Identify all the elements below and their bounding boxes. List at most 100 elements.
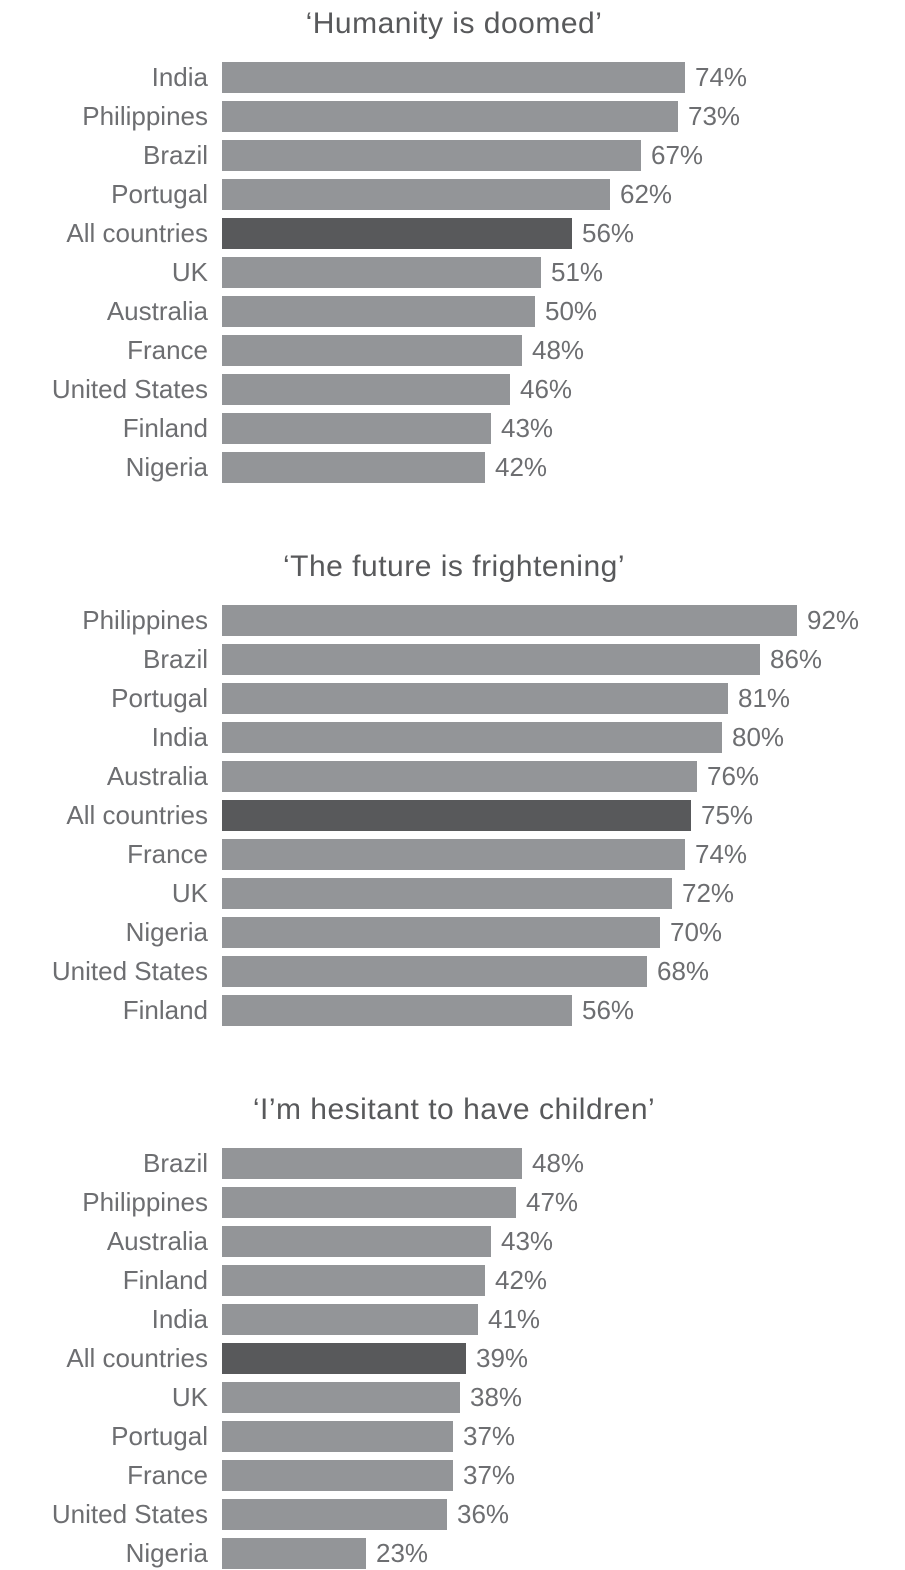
chart-future-is-frightening: ‘The future is frightening’ Philippines 9…	[0, 547, 905, 1026]
value-label: 76%	[707, 761, 760, 791]
bar-row: All countries 39%	[0, 1343, 905, 1374]
bar-row: United States 36%	[0, 1499, 905, 1530]
category-label: Finland	[122, 1265, 208, 1295]
category-label: United States	[51, 1499, 208, 1529]
value-label: 37%	[463, 1460, 516, 1490]
value-label: 48%	[532, 335, 585, 365]
bar-row: UK 51%	[0, 257, 905, 288]
bar	[222, 140, 641, 171]
chart-title-hesitant-to-have-children: ‘I’m hesitant to have children’	[252, 1093, 656, 1126]
value-label: 74%	[695, 62, 748, 92]
bar	[222, 374, 510, 405]
bar-row: Nigeria 23%	[0, 1538, 905, 1569]
value-label: 43%	[501, 413, 554, 443]
bar-row: Australia 76%	[0, 761, 905, 792]
bar-row: Portugal 37%	[0, 1421, 905, 1452]
category-label: Finland	[122, 995, 208, 1025]
category-label: Australia	[106, 296, 208, 326]
value-label: 36%	[457, 1499, 510, 1529]
category-label: UK	[171, 1382, 208, 1412]
category-label: India	[151, 62, 208, 92]
bar-row: France 48%	[0, 335, 905, 366]
bar-row: Finland 43%	[0, 413, 905, 444]
value-label: 38%	[470, 1382, 523, 1412]
category-label: Nigeria	[125, 917, 208, 947]
category-label: France	[127, 1460, 208, 1490]
bar-row: India 80%	[0, 722, 905, 753]
category-label: Portugal	[111, 683, 208, 713]
bar	[222, 839, 685, 870]
value-label: 47%	[526, 1187, 579, 1217]
category-label: Brazil	[142, 140, 208, 170]
bar-row: UK 38%	[0, 1382, 905, 1413]
bar	[222, 413, 491, 444]
value-label: 42%	[495, 452, 548, 482]
bar-row: India 41%	[0, 1304, 905, 1335]
bar	[222, 722, 722, 753]
bar	[222, 101, 678, 132]
value-label: 41%	[488, 1304, 541, 1334]
category-label: India	[151, 722, 208, 752]
bar-row: Philippines 47%	[0, 1187, 905, 1218]
value-label: 70%	[670, 917, 723, 947]
bar-rows-humanity-is-doomed: India 74% Philippines 73% Brazil 67% Portugal 6…	[0, 62, 905, 483]
category-label: United States	[51, 374, 208, 404]
bar-row: Nigeria 42%	[0, 452, 905, 483]
bar-row: Portugal 62%	[0, 179, 905, 210]
bar	[222, 761, 697, 792]
bar-row: United States 46%	[0, 374, 905, 405]
bar	[222, 62, 685, 93]
category-label: Philippines	[82, 101, 208, 131]
category-label: Portugal	[111, 1421, 208, 1451]
bar-row: France 74%	[0, 839, 905, 870]
value-label: 92%	[807, 605, 860, 635]
category-label: France	[127, 335, 208, 365]
chart-title-humanity-is-doomed: ‘Humanity is doomed’	[305, 7, 603, 40]
value-label: 56%	[582, 218, 635, 248]
value-label: 68%	[657, 956, 710, 986]
bar	[222, 1265, 485, 1296]
bar-row: Portugal 81%	[0, 683, 905, 714]
bar-row: Brazil 48%	[0, 1148, 905, 1179]
chart-hesitant-to-have-children: ‘I’m hesitant to have children’ Brazil 48…	[0, 1090, 905, 1569]
value-label: 37%	[463, 1421, 516, 1451]
bar	[222, 683, 728, 714]
bar	[222, 644, 760, 675]
bar-row: All countries 56%	[0, 218, 905, 249]
value-label: 73%	[688, 101, 741, 131]
bar-row: France 37%	[0, 1460, 905, 1491]
bar-row: Australia 50%	[0, 296, 905, 327]
value-label: 42%	[495, 1265, 548, 1295]
value-label: 86%	[770, 644, 823, 674]
value-label: 67%	[651, 140, 704, 170]
bar	[222, 917, 660, 948]
chart-title-future-is-frightening: ‘The future is frightening’	[282, 550, 625, 583]
bar	[222, 1538, 366, 1569]
bar-row: UK 72%	[0, 878, 905, 909]
value-label: 48%	[532, 1148, 585, 1178]
value-label: 62%	[620, 179, 673, 209]
bar	[222, 257, 541, 288]
bar	[222, 878, 672, 909]
bar-rows-future-is-frightening: Philippines 92% Brazil 86% Portugal 81% India 8…	[0, 605, 905, 1026]
value-label: 23%	[376, 1538, 429, 1568]
bar	[222, 1382, 460, 1413]
category-label: United States	[51, 956, 208, 986]
category-label: Brazil	[142, 1148, 208, 1178]
category-label: Australia	[106, 761, 208, 791]
value-label: 39%	[476, 1343, 529, 1373]
bar-row: Australia 43%	[0, 1226, 905, 1257]
bar	[222, 1304, 478, 1335]
bar-row: Finland 42%	[0, 1265, 905, 1296]
chart-humanity-is-doomed: ‘Humanity is doomed’ India 74% Philippines…	[0, 4, 905, 483]
bar-row: Brazil 67%	[0, 140, 905, 171]
bar-highlight	[222, 218, 572, 249]
bar	[222, 1421, 453, 1452]
category-label: All countries	[66, 218, 208, 248]
bar-row: United States 68%	[0, 956, 905, 987]
bar	[222, 1499, 447, 1530]
value-label: 74%	[695, 839, 748, 869]
bar-row: Philippines 92%	[0, 605, 905, 636]
category-label: India	[151, 1304, 208, 1334]
